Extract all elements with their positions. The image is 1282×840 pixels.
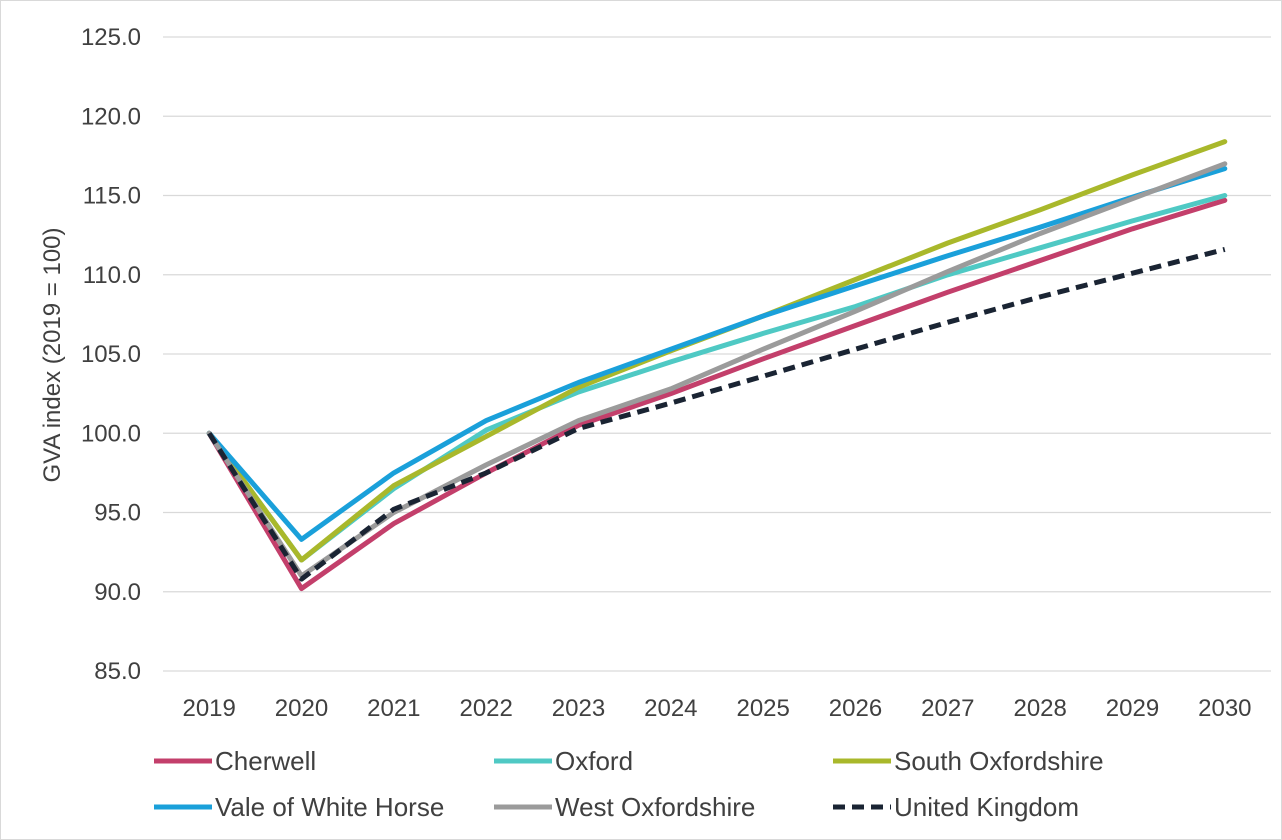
x-tick-label: 2025: [736, 695, 789, 722]
y-tick-label: 105.0: [81, 341, 141, 368]
legend-label-west-oxfordshire: West Oxfordshire: [555, 792, 755, 822]
x-tick-label: 2026: [829, 695, 882, 722]
y-tick-label: 85.0: [94, 658, 141, 685]
y-tick-label: 115.0: [83, 183, 141, 210]
x-tick-label: 2019: [182, 695, 235, 722]
x-tick-label: 2023: [552, 695, 605, 722]
y-tick-label: 95.0: [94, 500, 141, 527]
y-tick-labels: 85.0 90.0 95.0 100.0 105.0 110.0 115.0 120.0 125…: [81, 24, 141, 685]
legend-label-united-kingdom: United Kingdom: [894, 792, 1079, 822]
legend-label-cherwell: Cherwell: [215, 746, 316, 776]
x-tick-labels: 2019 2020 2021 2022 2023 2024 2025 2026 2027 2028…: [182, 695, 1251, 722]
series-lines: [206, 139, 1228, 592]
legend-label-oxford: Oxford: [555, 746, 633, 776]
legend-label-vale-of-white-horse: Vale of White Horse: [215, 792, 444, 822]
x-tick-label: 2029: [1106, 695, 1159, 722]
x-tick-label: 2020: [275, 695, 328, 722]
y-tick-label: 100.0: [81, 420, 141, 447]
legend-label-south-oxfordshire: South Oxfordshire: [894, 746, 1104, 776]
series-line-united-kingdom: [207, 246, 1226, 582]
legend: Cherwell Oxford South Oxfordshire Vale of W…: [154, 746, 1104, 822]
x-tick-label: 2022: [459, 695, 512, 722]
y-tick-label: 125.0: [81, 24, 141, 51]
x-tick-label: 2028: [1013, 695, 1066, 722]
x-tick-label: 2024: [644, 695, 697, 722]
y-tick-label: 90.0: [94, 579, 141, 606]
gridlines: [163, 36, 1271, 672]
x-tick-label: 2021: [367, 695, 420, 722]
x-tick-label: 2030: [1198, 695, 1251, 722]
y-tick-label: 120.0: [81, 103, 141, 130]
y-tick-label: 110.0: [83, 262, 141, 289]
series-line-vale-of-white-horse: [206, 166, 1228, 542]
x-tick-label: 2027: [921, 695, 974, 722]
y-axis-title: GVA index (2019 = 100): [39, 227, 66, 482]
series-line-cherwell: [206, 197, 1228, 592]
